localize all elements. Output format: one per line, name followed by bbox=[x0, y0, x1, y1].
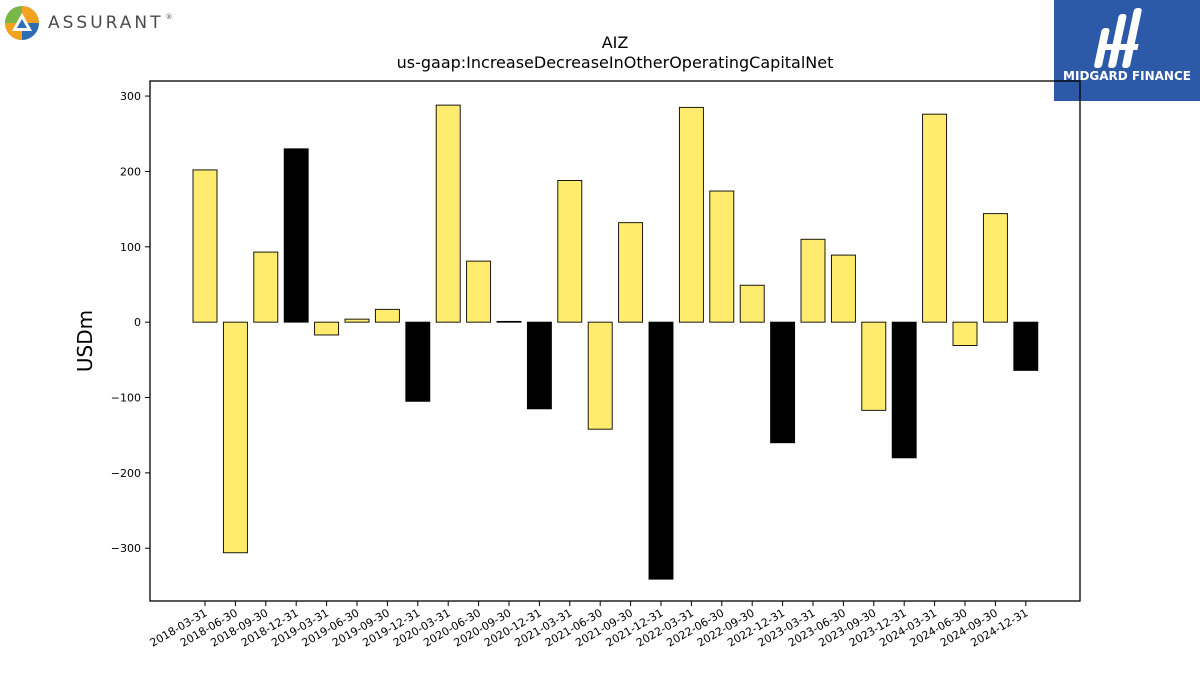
bar-2020-09-30 bbox=[496, 320, 522, 323]
bar-2024-06-30 bbox=[952, 321, 978, 346]
bar-2022-06-30 bbox=[709, 190, 735, 323]
y-tick-label-300: 300 bbox=[120, 90, 141, 103]
assurant-logo: ASSURANT ® bbox=[4, 4, 173, 42]
bar-2019-12-31 bbox=[405, 321, 431, 402]
bar-2021-09-30 bbox=[618, 222, 644, 323]
bar-2021-06-30 bbox=[587, 321, 613, 430]
bar-2024-12-31 bbox=[1013, 321, 1039, 371]
midgard-finance-logo-text: MIDGARD FINANCE bbox=[1063, 69, 1191, 83]
y-tick-label--200: −200 bbox=[111, 467, 141, 480]
bar-2020-03-31 bbox=[435, 104, 461, 323]
bar-2018-06-30 bbox=[222, 321, 248, 554]
plot-frame bbox=[149, 80, 1081, 602]
midgard-finance-logo: MIDGARD FINANCE bbox=[1054, 0, 1200, 101]
bars-group bbox=[192, 104, 1039, 580]
bar-2024-09-30 bbox=[982, 213, 1008, 323]
chart-subtitle: us-gaap:IncreaseDecreaseInOtherOperating… bbox=[397, 53, 834, 72]
bar-2022-09-30 bbox=[739, 284, 765, 323]
bar-2021-12-31 bbox=[648, 321, 674, 580]
assurant-logo-text: ASSURANT ® bbox=[48, 13, 173, 33]
bar-2019-03-31 bbox=[314, 321, 340, 336]
chart-title: AIZ bbox=[602, 33, 629, 52]
bar-2023-03-31 bbox=[800, 238, 826, 323]
y-tick-label-0: 0 bbox=[134, 316, 141, 329]
y-ticks-group: 300 200 100 0 −100 −200 −300 bbox=[111, 90, 150, 555]
bar-2019-09-30 bbox=[374, 308, 400, 323]
bar-2018-03-31 bbox=[192, 169, 218, 323]
bar-2023-09-30 bbox=[861, 321, 887, 411]
bar-2022-03-31 bbox=[678, 106, 704, 323]
bar-2021-03-31 bbox=[557, 180, 583, 323]
bar-2022-12-31 bbox=[770, 321, 796, 444]
bar-2019-06-30 bbox=[344, 318, 370, 323]
bar-2024-03-31 bbox=[922, 113, 948, 323]
y-tick-label-200: 200 bbox=[120, 165, 141, 178]
assurant-logo-icon bbox=[5, 6, 39, 40]
bar-2023-12-31 bbox=[891, 321, 917, 459]
y-axis-label: USDm bbox=[73, 310, 97, 372]
midgard-finance-logo-icon bbox=[1094, 8, 1142, 68]
bar-2018-09-30 bbox=[253, 251, 279, 323]
bar-2023-06-30 bbox=[830, 254, 856, 323]
y-tick-label--100: −100 bbox=[111, 392, 141, 405]
bar-2020-12-31 bbox=[526, 321, 552, 410]
x-ticks-group: 2018-03-312018-06-302018-09-302018-12-31… bbox=[148, 601, 1030, 650]
bar-2020-06-30 bbox=[466, 260, 492, 323]
y-tick-label--300: −300 bbox=[111, 542, 141, 555]
y-tick-label-100: 100 bbox=[120, 241, 141, 254]
bar-2018-12-31 bbox=[283, 148, 309, 323]
